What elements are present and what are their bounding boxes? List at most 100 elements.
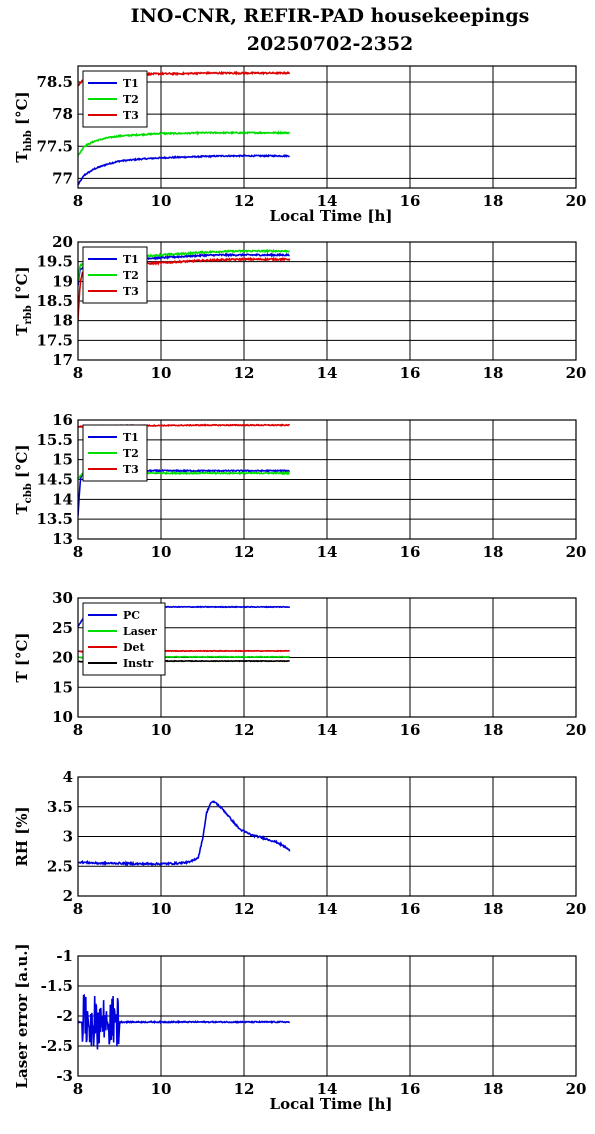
panel-thbb: 8 10 12 14 16 18 20 77 77.5 78 78.5 Local Time [h] T… — [13, 65, 586, 225]
y-tick-label: 14.5 — [36, 471, 73, 489]
x-tick-label: 14 — [317, 543, 338, 561]
x-tick-label: 8 — [73, 192, 83, 210]
x-tick-label: 20 — [566, 900, 587, 918]
x-tick-label: 16 — [400, 1080, 421, 1098]
legend-label: Det — [123, 641, 146, 654]
plot-frame — [77, 597, 577, 718]
x-tick-label: 20 — [566, 364, 587, 382]
y-tick-label: 30 — [52, 589, 73, 607]
y-tick-label: 4 — [63, 768, 73, 786]
y-tick-label: -2 — [56, 1007, 73, 1025]
legend-label: Laser — [123, 625, 157, 638]
y-tick-label: 2 — [63, 887, 73, 905]
legend-label: Instr — [123, 657, 153, 670]
legend: T1 T2 T3 — [82, 70, 148, 128]
legend-label: T1 — [123, 77, 139, 90]
figure-title-line2: 20250702-2352 — [247, 33, 414, 55]
legend-label: T3 — [123, 109, 139, 122]
series-line-t2 — [78, 130, 291, 157]
x-tick-label: 10 — [151, 364, 172, 382]
x-tick-label: 20 — [566, 1080, 587, 1098]
x-tick-label: 8 — [73, 543, 83, 561]
y-tick-label: 10 — [52, 708, 73, 726]
y-tick-label: 15.5 — [36, 431, 73, 449]
y-tick-label: 77.5 — [36, 137, 73, 155]
x-tick-label: 14 — [317, 364, 338, 382]
y-tick-label: 77 — [52, 169, 73, 187]
y-axis-label: Laser error [a.u.] — [13, 943, 31, 1088]
x-tick-label: 18 — [483, 721, 504, 739]
x-tick-label: 8 — [73, 721, 83, 739]
x-tick-label: 10 — [151, 721, 172, 739]
legend-label: T1 — [123, 253, 139, 266]
legend-label: T1 — [123, 431, 139, 444]
plot-frame — [77, 65, 577, 189]
plot-frame — [77, 776, 577, 897]
y-tick-label: 15 — [52, 451, 73, 469]
x-tick-label: 12 — [234, 543, 255, 561]
y-tick-label: 18 — [52, 312, 73, 330]
x-tick-label: 12 — [234, 364, 255, 382]
x-tick-label: 20 — [566, 721, 587, 739]
x-tick-label: 18 — [483, 900, 504, 918]
legend: PC Laser Det Instr — [82, 602, 166, 676]
x-tick-label: 8 — [73, 900, 83, 918]
x-tick-label: 20 — [566, 543, 587, 561]
y-tick-label: 13 — [52, 530, 73, 548]
legend-label: T3 — [123, 463, 139, 476]
legend-label: PC — [123, 609, 140, 622]
x-tick-label: 10 — [151, 192, 172, 210]
y-axis-label: Trbb [°C] — [13, 266, 34, 335]
x-tick-label: 10 — [151, 543, 172, 561]
x-tick-label: 12 — [234, 900, 255, 918]
x-tick-label: 14 — [317, 900, 338, 918]
legend: T1 T2 T3 — [82, 424, 148, 482]
y-tick-label: 25 — [52, 619, 73, 637]
y-axis-label: Thbb [°C] — [13, 91, 34, 162]
x-tick-label: 14 — [317, 721, 338, 739]
plot-frame — [77, 419, 577, 540]
plot-frame — [77, 955, 577, 1077]
x-tick-label: 18 — [483, 192, 504, 210]
y-tick-label: 2.5 — [47, 857, 73, 875]
x-tick-label: 16 — [400, 543, 421, 561]
y-tick-label: 78 — [52, 105, 73, 123]
series-line-t1 — [78, 153, 290, 186]
x-tick-label: 16 — [400, 192, 421, 210]
x-tick-label: 14 — [317, 192, 338, 210]
y-tick-label: -1 — [56, 947, 73, 965]
panel-laser: 8 10 12 14 16 18 20 -3 -2.5 -2 -1.5 -1 Local Time [h… — [13, 943, 586, 1113]
legend-label: T2 — [123, 447, 139, 460]
x-tick-label: 16 — [400, 900, 421, 918]
y-tick-label: 18.5 — [36, 292, 73, 310]
y-tick-label: 13.5 — [36, 510, 73, 528]
x-tick-label: 16 — [400, 721, 421, 739]
series-line-data — [78, 993, 291, 1050]
x-axis-label: Local Time [h] — [270, 1095, 393, 1113]
x-tick-label: 12 — [234, 192, 255, 210]
y-tick-label: 20 — [52, 649, 73, 667]
plot-frame — [77, 241, 577, 361]
x-tick-label: 8 — [73, 1080, 83, 1098]
y-axis-label: RH [%] — [13, 806, 31, 866]
x-tick-label: 8 — [73, 364, 83, 382]
x-axis-label: Local Time [h] — [270, 207, 393, 225]
y-tick-label: 20 — [52, 233, 73, 251]
y-tick-label: 15 — [52, 678, 73, 696]
x-tick-label: 10 — [151, 900, 172, 918]
panel-rh: 8 10 12 14 16 18 20 2 2.5 3 3.5 4 RH [%] — [13, 768, 586, 918]
y-tick-label: 17.5 — [36, 331, 73, 349]
legend-label: T3 — [123, 285, 139, 298]
y-tick-label: 16 — [52, 411, 73, 429]
y-axis-label: T [°C] — [13, 632, 31, 682]
x-tick-label: 10 — [151, 1080, 172, 1098]
legend: T1 T2 T3 — [82, 246, 148, 304]
y-tick-label: 78.5 — [36, 73, 73, 91]
y-tick-label: 3 — [63, 828, 73, 846]
x-tick-label: 18 — [483, 1080, 504, 1098]
x-tick-label: 16 — [400, 364, 421, 382]
